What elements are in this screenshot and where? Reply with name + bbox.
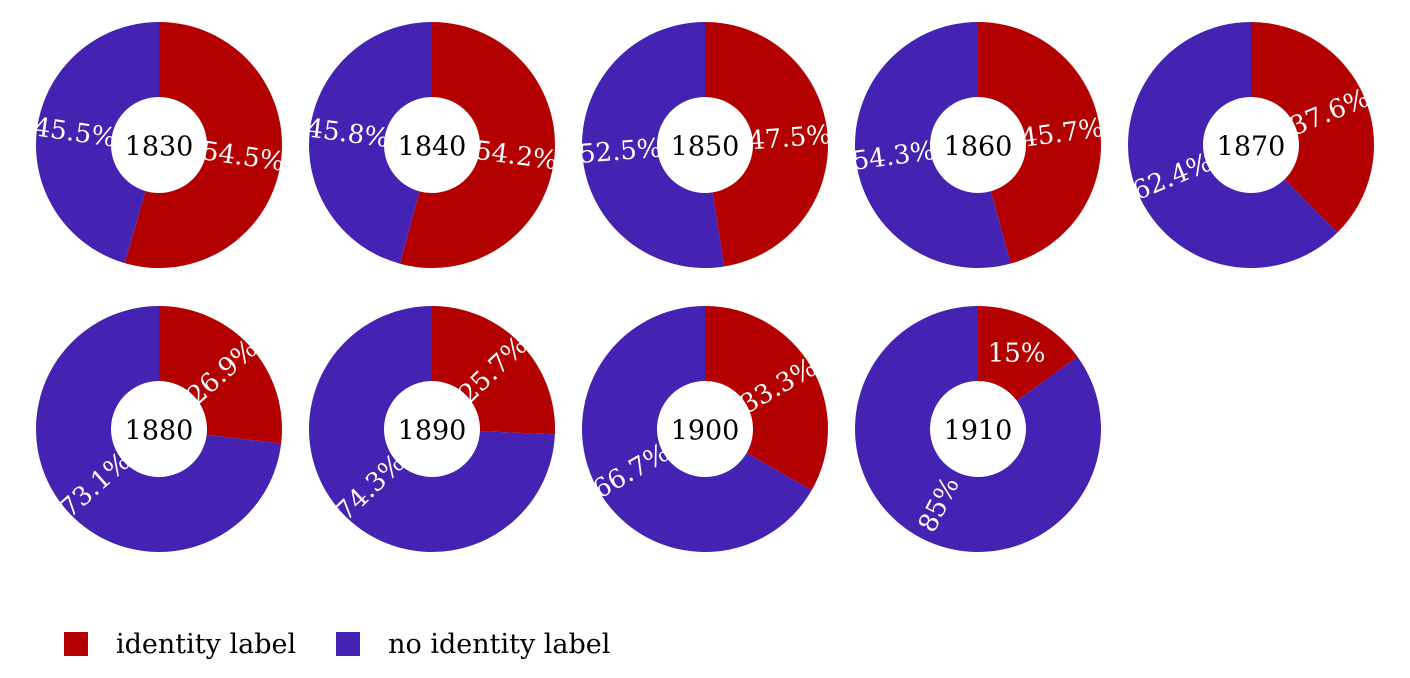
slice-no-identity-label-1870 (1128, 22, 1338, 268)
slice-identity-label-1840 (399, 22, 555, 268)
legend-label-no-identity-label: no identity label (388, 628, 611, 660)
donut-1890: 25.7%74.3%1890 (308, 306, 555, 552)
slice-identity-label-1880 (159, 306, 282, 444)
donut-1880: 26.9%73.1%1880 (36, 306, 282, 552)
year-label-1890: 1890 (398, 416, 467, 447)
donut-grid: 54.5%45.5% 1830 54.2%45.8% 1840 47.5% 52.5% 18… (32, 22, 1374, 552)
slice-identity-label-1830 (124, 22, 283, 268)
slice-no-identity-label-1840 (309, 22, 432, 264)
slice-identity-label-1870 (1251, 22, 1374, 233)
donut-1900: 33.3%66.7%1900 (581, 306, 828, 552)
legend-item-identity-label: identity label (64, 629, 296, 660)
year-label-1830: 1830 (125, 132, 194, 163)
year-label-1850: 1850 (671, 132, 740, 163)
slice-identity-label-1850 (705, 22, 828, 267)
slice-identity-label-1890 (432, 306, 555, 435)
data-label-identity-label-1910: 15% (988, 338, 1046, 368)
data-label-identity-label-1850: 47.5% (747, 120, 832, 156)
year-label-1840: 1840 (398, 132, 467, 163)
legend: identity label no identity label (64, 626, 650, 662)
data-label-no-identity-label-1850: 52.5% (578, 133, 663, 169)
slice-no-identity-label-1880 (36, 306, 282, 552)
year-label-1860: 1860 (944, 132, 1013, 163)
year-label-1910: 1910 (944, 416, 1013, 447)
year-label-1870: 1870 (1217, 132, 1286, 163)
legend-item-no-identity-label: no identity label (336, 629, 610, 660)
slice-no-identity-label-1860 (855, 22, 1011, 268)
slice-no-identity-label-1900 (581, 306, 812, 552)
legend-swatch-no-identity-label (336, 632, 361, 656)
year-label-1880: 1880 (125, 416, 194, 447)
slice-no-identity-label-1890 (308, 306, 555, 552)
donut-1840: 54.2%45.8% 1840 (305, 22, 559, 268)
slice-identity-label-1910 (978, 306, 1078, 401)
donut-1910: 15%85%1910 (854, 306, 1101, 552)
donut-1850: 47.5% 52.5% 1850 (578, 22, 832, 268)
slice-no-identity-label-1910 (854, 306, 1101, 552)
donut-1870: 37.6%62.4%1870 (1128, 22, 1374, 268)
legend-label-identity-label: identity label (116, 628, 297, 660)
slice-identity-label-1900 (705, 306, 828, 491)
legend-swatch-identity-label (64, 632, 88, 656)
slice-identity-label-1860 (978, 22, 1101, 264)
slice-no-identity-label-1830 (36, 22, 159, 264)
year-label-1900: 1900 (671, 416, 740, 447)
slice-no-identity-label-1850 (581, 22, 725, 268)
donut-1860: 45.7%54.3% 1860 (851, 22, 1105, 268)
donut-1830: 54.5%45.5% 1830 (32, 22, 286, 268)
